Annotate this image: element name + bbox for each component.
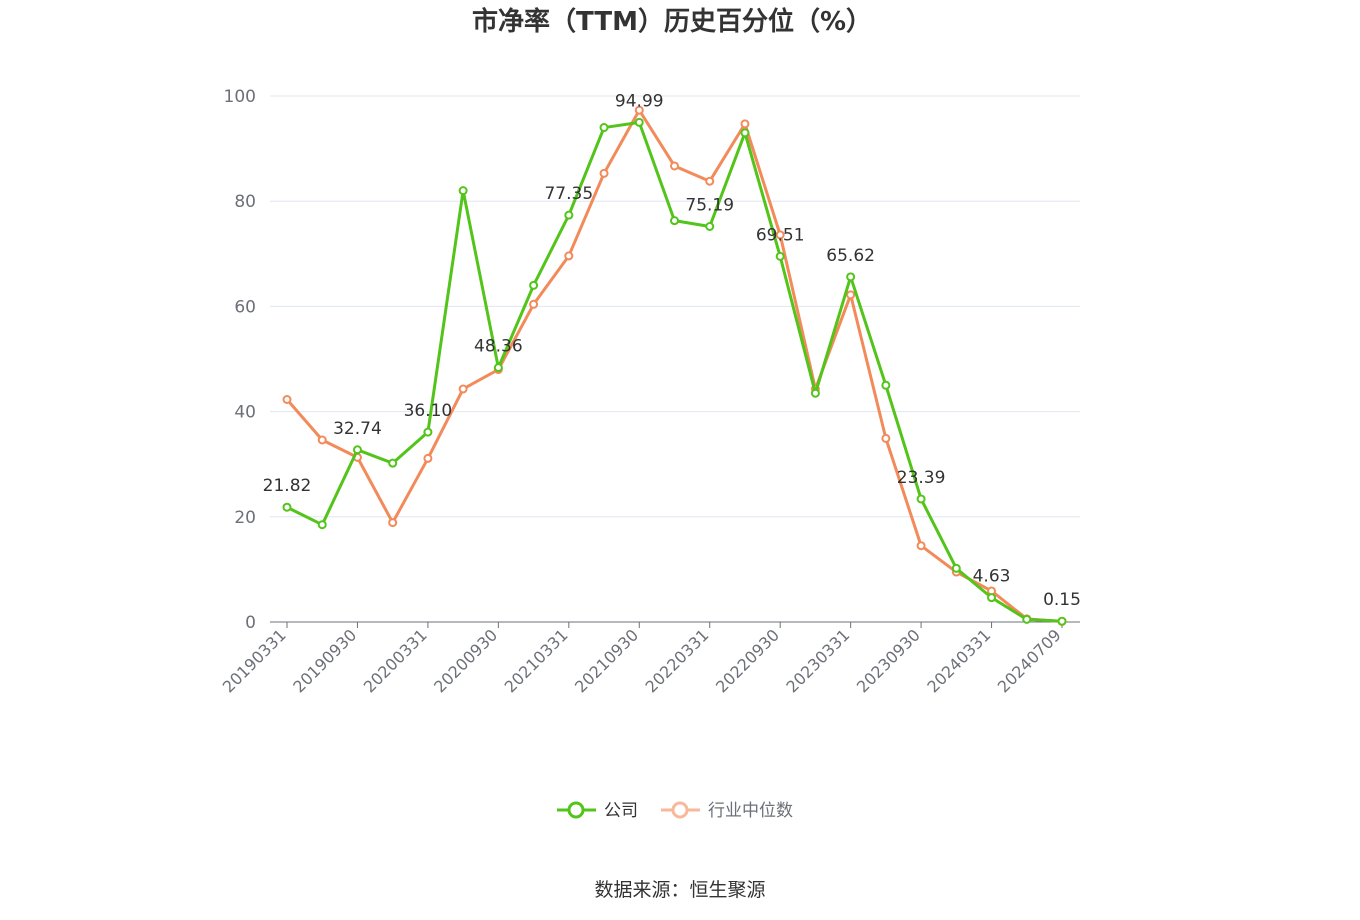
legend-label: 公司 — [604, 801, 638, 821]
y-tick-label: 40 — [234, 403, 256, 423]
data-point[interactable] — [775, 230, 785, 240]
x-tick-label: 20190930 — [289, 625, 360, 696]
data-label: 77.35 — [544, 184, 593, 204]
x-tick-label: 20210331 — [501, 625, 572, 696]
data-point[interactable] — [1057, 616, 1067, 626]
data-point[interactable] — [670, 216, 679, 226]
legend[interactable]: 公司 行业中位数 — [557, 801, 793, 821]
data-point[interactable] — [987, 593, 997, 603]
data-point[interactable] — [599, 123, 609, 133]
data-point[interactable] — [916, 494, 926, 504]
x-tick-label: 20220331 — [642, 625, 713, 696]
data-point[interactable] — [529, 299, 539, 309]
data-point[interactable] — [670, 161, 679, 171]
data-label: 36.10 — [404, 401, 453, 421]
x-tick-label: 20240331 — [923, 625, 994, 696]
data-label: 4.63 — [973, 567, 1011, 587]
data-point[interactable] — [317, 520, 327, 530]
data-point[interactable] — [458, 384, 468, 394]
x-tick-label: 20200331 — [360, 625, 431, 696]
data-label: 75.19 — [685, 196, 734, 216]
data-point[interactable] — [1022, 614, 1032, 624]
data-point[interactable] — [388, 458, 398, 468]
data-label: 0.15 — [1043, 590, 1081, 610]
data-label: 32.74 — [333, 419, 382, 439]
data-label: 48.36 — [474, 337, 523, 357]
data-point[interactable] — [881, 380, 891, 390]
x-tick-label: 20230331 — [782, 625, 853, 696]
data-point[interactable] — [740, 119, 750, 129]
y-tick-label: 80 — [234, 192, 256, 212]
legend-swatch-marker — [567, 801, 585, 819]
data-point[interactable] — [846, 290, 856, 300]
data-point[interactable] — [493, 363, 503, 373]
x-tick-label: 20240709 — [994, 625, 1065, 696]
data-point[interactable] — [317, 435, 327, 445]
data-label: 21.82 — [263, 476, 312, 496]
data-point[interactable] — [599, 168, 609, 178]
y-tick-label: 60 — [234, 297, 256, 317]
data-point[interactable] — [564, 251, 574, 261]
x-tick-label: 20190331 — [219, 625, 290, 696]
data-point[interactable] — [282, 502, 292, 512]
data-point[interactable] — [916, 541, 926, 551]
data-point[interactable] — [775, 251, 785, 261]
chart-title: 市净率（TTM）历史百分位（%） — [472, 6, 872, 37]
data-point[interactable] — [564, 210, 574, 220]
x-tick-label: 20200930 — [430, 625, 501, 696]
x-tick-label: 20210930 — [571, 625, 642, 696]
data-point[interactable] — [951, 563, 961, 573]
data-point[interactable] — [352, 445, 362, 455]
data-point[interactable] — [634, 105, 644, 115]
data-label: 94.99 — [615, 91, 664, 111]
legend-item[interactable]: 行业中位数 — [661, 801, 793, 821]
data-point[interactable] — [529, 280, 539, 290]
data-point[interactable] — [810, 388, 820, 398]
data-point[interactable] — [388, 518, 398, 528]
y-tick-label: 0 — [245, 613, 256, 633]
data-point[interactable] — [705, 222, 715, 232]
axes: 0 20 40 60 80 100 20190331 20190930 20200331 2020… — [219, 87, 1080, 696]
x-tick-label: 20220930 — [712, 625, 783, 696]
legend-swatch-marker — [671, 801, 689, 819]
data-label: 23.39 — [897, 468, 946, 488]
x-tick-label: 20230930 — [853, 625, 924, 696]
series-line — [286, 120, 1063, 623]
data-point[interactable] — [740, 128, 750, 138]
data-point[interactable] — [881, 433, 891, 443]
data-point[interactable] — [705, 176, 715, 186]
legend-label: 行业中位数 — [708, 801, 793, 821]
y-tick-label: 20 — [234, 508, 256, 528]
source-note: 数据来源：恒生聚源 — [594, 879, 765, 901]
data-point[interactable] — [634, 117, 644, 127]
data-point[interactable] — [423, 453, 433, 463]
grid — [270, 95, 1080, 518]
legend-item[interactable]: 公司 — [557, 801, 638, 821]
data-labels: 21.82 32.74 36.10 48.36 77.35 94.99 75.19 69.51… — [263, 91, 1081, 610]
data-point[interactable] — [282, 395, 292, 405]
data-point[interactable] — [846, 272, 856, 282]
series — [282, 105, 1067, 626]
data-point[interactable] — [423, 427, 433, 437]
data-point[interactable] — [458, 186, 468, 196]
data-label: 69.51 — [756, 225, 805, 245]
y-tick-label: 100 — [224, 87, 256, 107]
data-label: 65.62 — [826, 246, 875, 266]
